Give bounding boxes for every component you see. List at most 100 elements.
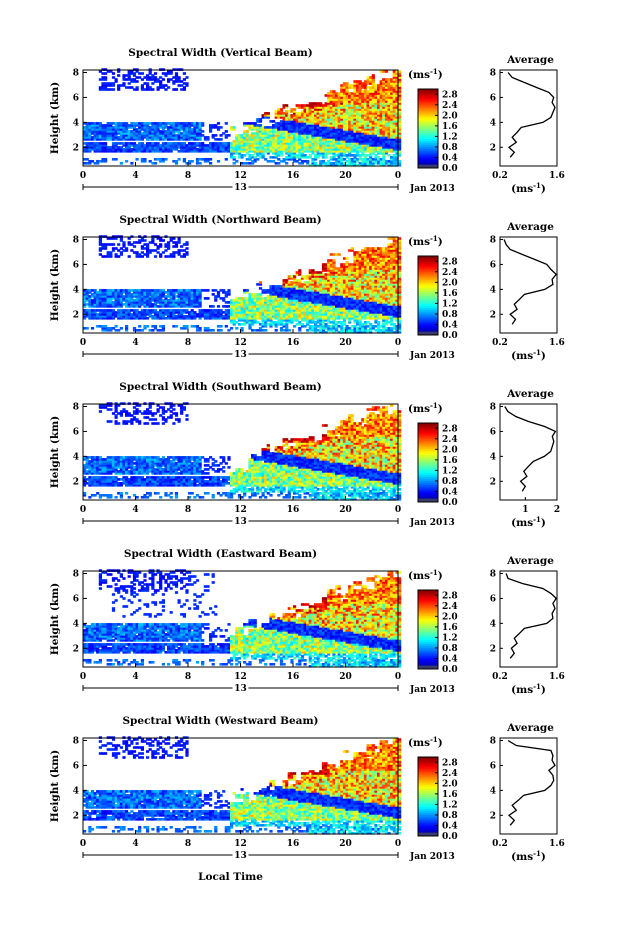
heatmap-cell — [127, 237, 131, 240]
heatmap-cell — [188, 291, 192, 294]
heatmap-cell — [159, 122, 163, 125]
heatmap-cell — [172, 237, 176, 240]
heatmap-cell — [369, 98, 373, 101]
heatmap-cell — [377, 132, 381, 135]
heatmap-cell — [132, 132, 137, 135]
heatmap-cell — [172, 80, 176, 83]
heatmap-cell — [366, 136, 370, 139]
heatmap-cell — [282, 106, 286, 109]
heatmap-cell — [332, 138, 336, 141]
heatmap-cell — [327, 124, 331, 127]
heatmap-cell — [182, 311, 186, 314]
heatmap-cell — [177, 249, 181, 252]
heatmap-cell — [337, 96, 341, 99]
colorbar-swatch — [418, 154, 438, 157]
heatmap-cell — [98, 305, 102, 308]
heatmap-cell — [195, 134, 200, 137]
heatmap-cell — [361, 122, 365, 125]
heatmap-cell — [193, 122, 197, 125]
heatmap-cell — [282, 116, 286, 119]
heatmap-cell — [146, 146, 150, 149]
heatmap-cell — [321, 138, 326, 141]
heatmap-cell — [279, 154, 284, 157]
heatmap-cell — [274, 140, 278, 143]
heatmap-cell — [316, 118, 320, 121]
heatmap-cell — [377, 160, 381, 163]
heatmap-cell — [345, 96, 349, 99]
heatmap-cell — [209, 158, 213, 161]
heatmap-cell — [167, 142, 171, 145]
heatmap-cell — [119, 162, 123, 165]
heatmap-cell — [277, 130, 281, 133]
heatmap-cell — [274, 134, 278, 137]
heatmap-cell — [382, 164, 386, 167]
heatmap-cell — [230, 128, 234, 131]
heatmap-cell — [277, 154, 281, 157]
heatmap-cell — [198, 122, 202, 125]
heatmap-cell — [369, 130, 373, 133]
heatmap-cell — [306, 122, 310, 125]
heatmap-cell — [348, 96, 352, 99]
heatmap-cell — [198, 158, 202, 161]
heatmap-cell — [251, 138, 255, 141]
heatmap-cell — [119, 251, 123, 254]
heatmap-cell — [146, 325, 150, 328]
heatmap-cell — [387, 80, 391, 83]
heatmap-cell — [353, 100, 357, 103]
x-tick-label: 4 — [132, 171, 138, 181]
heatmap-cell — [195, 293, 200, 296]
heatmap-cell — [335, 158, 339, 161]
heatmap-cell — [327, 114, 331, 117]
heatmap-cell — [371, 82, 375, 85]
heatmap-cell — [117, 136, 121, 139]
heatmap-cell — [143, 253, 147, 256]
heatmap-cell — [159, 295, 163, 298]
heatmap-cell — [85, 303, 89, 306]
heatmap-cell — [232, 150, 236, 153]
heatmap-cell — [130, 126, 134, 129]
heatmap-cell — [96, 299, 100, 302]
heatmap-cell — [361, 138, 365, 141]
heatmap-cell — [374, 92, 378, 95]
heatmap-cell — [316, 104, 320, 107]
heatmap-cell — [348, 86, 352, 89]
heatmap-cell — [88, 150, 92, 153]
heatmap-cell — [387, 82, 391, 85]
heatmap-cell — [159, 299, 163, 302]
heatmap-cell — [361, 106, 365, 109]
heatmap-cell — [314, 150, 318, 153]
heatmap-cell — [398, 114, 402, 117]
heatmap-cell — [308, 156, 312, 159]
heatmap-cell — [135, 301, 139, 304]
heatmap-cell — [274, 112, 278, 115]
heatmap-cell — [379, 80, 383, 83]
heatmap-cell — [122, 76, 126, 79]
heatmap-cell — [327, 152, 331, 155]
heatmap-cell — [398, 126, 402, 129]
heatmap-cell — [390, 118, 394, 121]
heatmap-cell — [353, 94, 357, 97]
heatmap-cell — [350, 160, 354, 163]
heatmap-cell — [366, 154, 370, 157]
heatmap-cell — [174, 241, 179, 244]
heatmap-cell — [211, 315, 215, 318]
heatmap-cell — [138, 241, 142, 244]
heatmap-cell — [132, 313, 137, 316]
heatmap-cell — [156, 132, 160, 135]
heatmap-cell — [83, 122, 87, 125]
heatmap-cell — [335, 92, 339, 95]
heatmap-cell — [329, 156, 333, 159]
heatmap-cell — [253, 128, 257, 131]
heatmap-cell — [161, 291, 165, 294]
heatmap-cell — [198, 162, 202, 165]
heatmap-cell — [146, 142, 150, 145]
heatmap-cell — [127, 291, 131, 294]
heatmap-cell — [93, 313, 97, 316]
heatmap-cell — [374, 148, 378, 151]
heatmap-cell — [361, 150, 365, 153]
heatmap-cell — [135, 253, 139, 256]
heatmap-cell — [98, 132, 102, 135]
heatmap-cell — [398, 152, 402, 155]
heatmap-cell — [379, 122, 383, 125]
heatmap-cell — [203, 317, 207, 320]
